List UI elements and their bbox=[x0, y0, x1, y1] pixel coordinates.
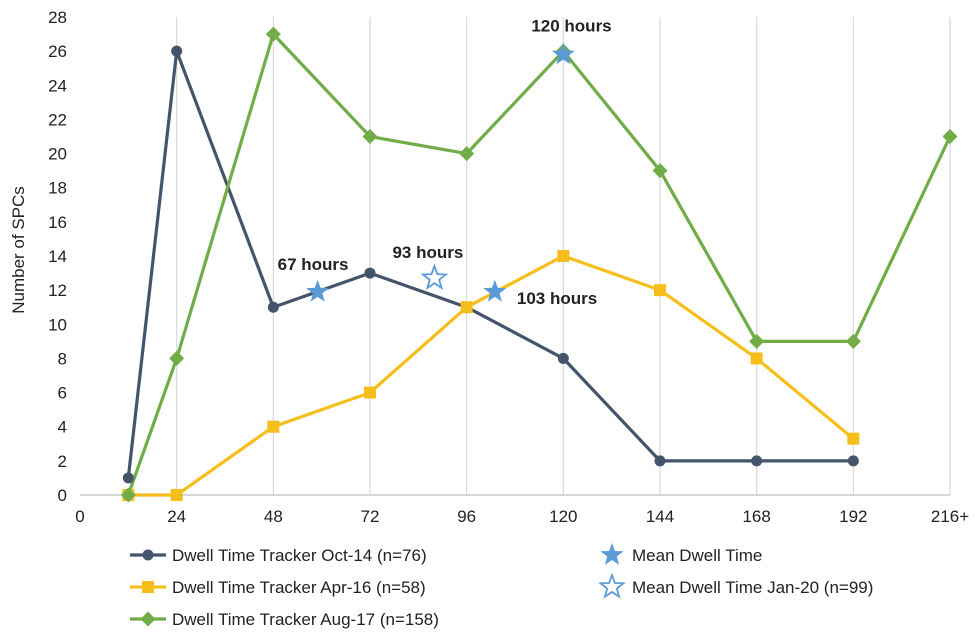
y-tick-label: 20 bbox=[48, 145, 67, 164]
x-tick-label: 48 bbox=[264, 507, 283, 526]
legend-marker bbox=[142, 549, 154, 561]
mean-dwell-star bbox=[551, 42, 575, 65]
y-tick-label: 24 bbox=[48, 76, 67, 95]
data-point-1 bbox=[267, 301, 279, 313]
annotation-label: 103 hours bbox=[517, 289, 597, 308]
data-point-3 bbox=[652, 163, 668, 179]
data-point-2 bbox=[847, 432, 860, 445]
y-tick-label: 18 bbox=[48, 179, 67, 198]
y-tick-label: 26 bbox=[48, 42, 67, 61]
legend-label: Dwell Time Tracker Aug-17 (n=158) bbox=[172, 610, 439, 629]
y-tick-label: 8 bbox=[58, 349, 67, 368]
data-point-1 bbox=[751, 455, 763, 467]
y-tick-label: 0 bbox=[58, 486, 67, 505]
x-tick-label: 168 bbox=[742, 507, 770, 526]
data-point-1 bbox=[364, 267, 376, 279]
y-axis-label: Number of SPCs bbox=[9, 186, 28, 314]
legend-label: Dwell Time Tracker Oct-14 (n=76) bbox=[172, 546, 427, 565]
data-point-3 bbox=[845, 333, 861, 349]
legend-star-marker bbox=[600, 543, 624, 565]
series-group bbox=[126, 32, 952, 497]
annotation-label: 120 hours bbox=[531, 17, 611, 36]
y-tick-label: 10 bbox=[48, 315, 67, 334]
x-tick-label: 216+ bbox=[931, 507, 969, 526]
legend: Dwell Time Tracker Oct-14 (n=76) Dwell Ti… bbox=[130, 543, 873, 629]
markers-group bbox=[120, 26, 958, 503]
legend-marker bbox=[140, 611, 156, 627]
mean-dwell-star bbox=[483, 279, 507, 302]
data-point-2 bbox=[654, 284, 666, 297]
data-point-3 bbox=[362, 129, 378, 144]
data-point-2 bbox=[267, 420, 280, 433]
annotation-label: 93 hours bbox=[392, 243, 463, 262]
y-tick-label: 12 bbox=[48, 281, 67, 300]
data-point-3 bbox=[459, 146, 475, 162]
legend-label: Dwell Time Tracker Apr-16 (n=58) bbox=[172, 578, 426, 597]
data-point-3 bbox=[265, 26, 281, 42]
series-line-3 bbox=[126, 32, 952, 496]
y-tick-label: 22 bbox=[48, 110, 67, 129]
annotation-label: 67 hours bbox=[278, 255, 349, 274]
data-point-1 bbox=[654, 455, 666, 467]
x-tick-label: 96 bbox=[457, 507, 476, 526]
y-tick-label: 14 bbox=[48, 247, 67, 266]
data-point-1 bbox=[171, 45, 183, 57]
mean-dwell-star-open bbox=[420, 263, 449, 291]
y-tick-label: 4 bbox=[58, 418, 67, 437]
y-tick-label: 2 bbox=[58, 452, 67, 471]
data-point-1 bbox=[122, 472, 134, 484]
legend-label: Mean Dwell Time Jan-20 (n=99) bbox=[632, 578, 873, 597]
data-point-3 bbox=[749, 333, 765, 349]
legend-star-marker bbox=[598, 572, 626, 599]
data-point-1 bbox=[847, 455, 859, 467]
data-point-1 bbox=[557, 352, 569, 364]
y-tick-label: 28 bbox=[48, 8, 67, 27]
data-point-2 bbox=[460, 301, 473, 314]
x-tick-label: 120 bbox=[549, 507, 577, 526]
y-tick-label: 6 bbox=[58, 384, 67, 403]
data-point-3 bbox=[169, 350, 185, 366]
data-point-2 bbox=[170, 489, 183, 501]
x-tick-labels: 0 24 48 72 96 120 144 168 192 216+ bbox=[75, 507, 969, 526]
annotations-group: 67 hours 103 hours 120 hours 93 hours bbox=[278, 17, 612, 308]
x-tick-label: 192 bbox=[839, 507, 867, 526]
data-point-3 bbox=[120, 487, 136, 503]
y-tick-label: 16 bbox=[48, 213, 67, 232]
mean-dwell-star bbox=[306, 279, 330, 302]
x-tick-label: 0 bbox=[75, 507, 84, 526]
data-point-2 bbox=[557, 250, 570, 262]
x-tick-label: 72 bbox=[361, 507, 380, 526]
legend-marker bbox=[142, 581, 154, 593]
legend-label: Mean Dwell Time bbox=[632, 546, 762, 565]
x-tick-label: 144 bbox=[646, 507, 674, 526]
x-tick-label: 24 bbox=[167, 507, 186, 526]
data-point-3 bbox=[942, 129, 958, 144]
series-line-1 bbox=[126, 49, 854, 479]
data-point-2 bbox=[364, 386, 376, 399]
data-point-2 bbox=[750, 352, 763, 365]
